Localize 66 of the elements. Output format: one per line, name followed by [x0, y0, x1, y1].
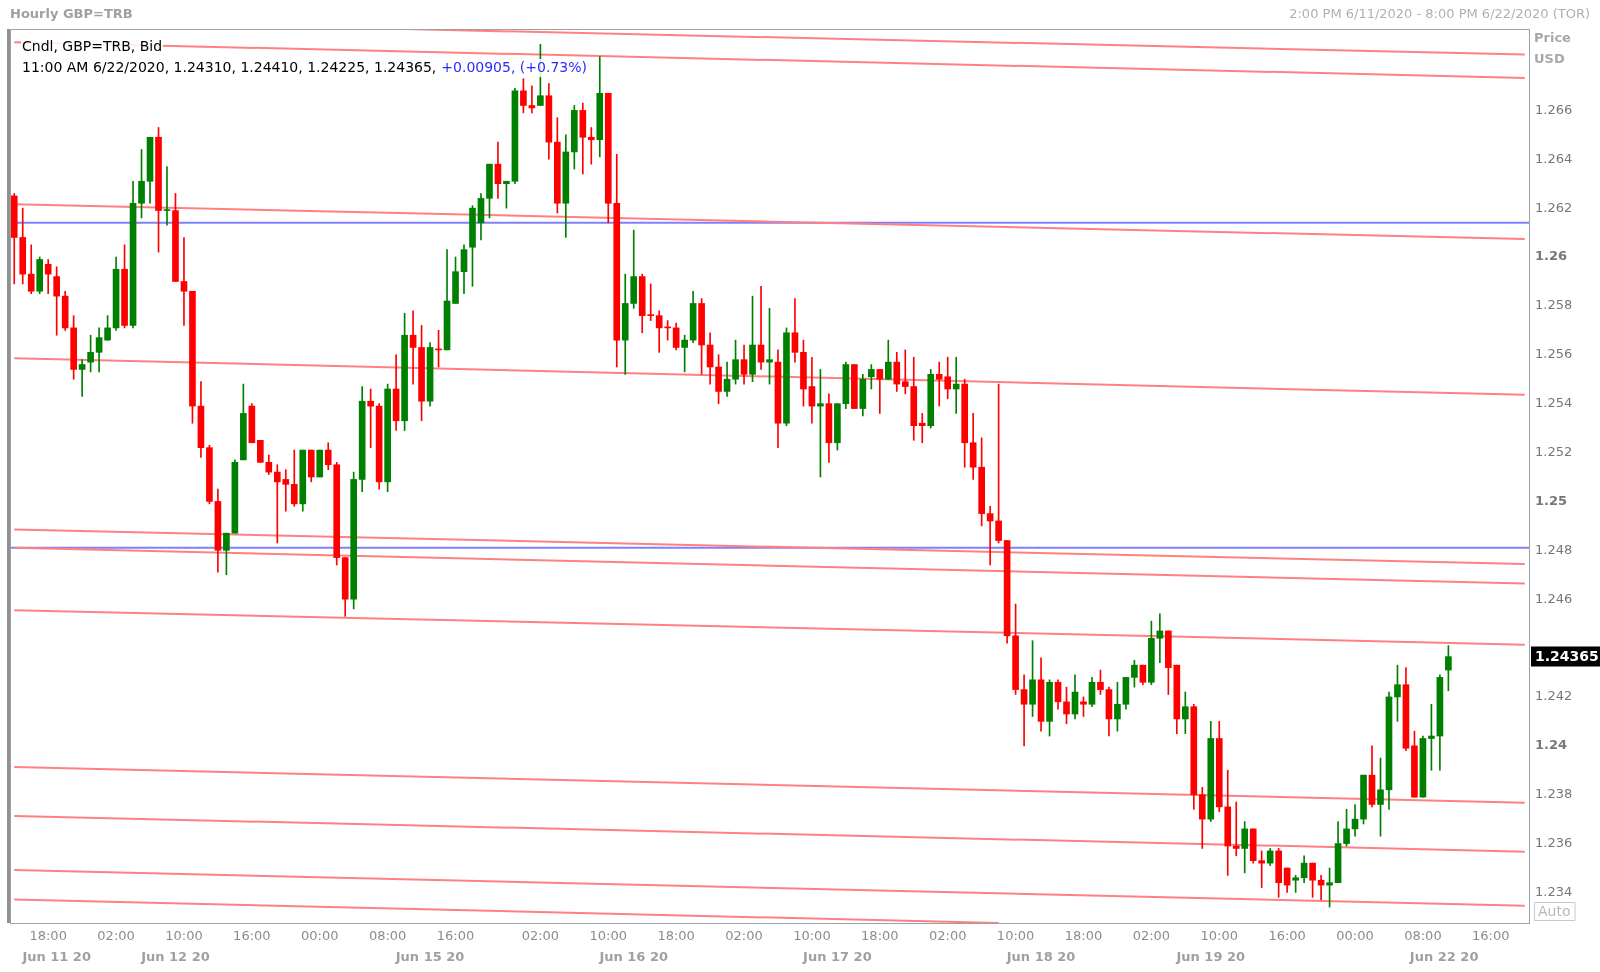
y-tick-label: 1.264 — [1535, 150, 1573, 166]
text: Auto — [1538, 902, 1571, 919]
y-tick-label: 1.25 — [1535, 492, 1568, 508]
annotation: +0.00905, (+0.73%) — [441, 58, 587, 75]
chart-subtitle: 2:00 PM 6/11/2020 - 8:00 PM 6/22/2020 (TOR) — [1289, 6, 1590, 22]
x-tick-label: 18:00 — [1064, 928, 1103, 944]
text: Jun 15 20 — [394, 949, 465, 965]
text: Jun 18 20 — [1005, 949, 1076, 965]
y-tick-label: 1.26 — [1535, 248, 1568, 264]
text: Jun 19 20 — [1175, 949, 1246, 965]
x-tick-label: 10:00 — [996, 928, 1035, 944]
candlestick — [587, 127, 595, 165]
text: 1.24365 — [1535, 648, 1599, 665]
candlestick — [1232, 801, 1240, 857]
y-tick-label: 1.256 — [1535, 346, 1573, 362]
x-tick-label: 02:00 — [928, 928, 967, 944]
x-tick-label: 10:00 — [1200, 928, 1238, 944]
chart-title: Hourly GBP=TRB — [10, 6, 133, 22]
candlestick — [1156, 613, 1164, 664]
x-tick-label: 02:00 — [725, 928, 763, 944]
annotation: 11:00 AM 6/22/2020, 1.24310, 1.24410, 1.24225, 1.24365, — [22, 58, 437, 75]
x-tick-label: 18:00 — [29, 928, 67, 944]
x-tick-label: 00:00 — [1336, 928, 1374, 944]
x-tick-label: 02:00 — [97, 928, 135, 944]
x-tick-label: 16:00 — [233, 928, 271, 944]
x-tick-label: 18:00 — [657, 928, 695, 944]
x-tick-label: 02:00 — [1132, 928, 1171, 944]
candlestick — [918, 413, 926, 444]
text: Jun 17 20 — [802, 949, 872, 965]
y-tick-label: 1.258 — [1535, 297, 1573, 313]
candlestick — [78, 359, 86, 397]
x-tick-label: 16:00 — [1268, 928, 1306, 944]
text: Jun 16 20 — [598, 949, 669, 965]
y-tick-label: 1.248 — [1535, 541, 1573, 557]
x-tick-label: 16:00 — [1472, 928, 1510, 944]
x-tick-label: 02:00 — [521, 928, 560, 944]
x-tick-label: 08:00 — [368, 928, 407, 944]
text: Jun 11 20 — [21, 949, 91, 965]
y-tick-label: 1.246 — [1535, 590, 1573, 606]
y-tick-label: 1.254 — [1535, 395, 1573, 411]
x-tick-label: 10:00 — [589, 928, 627, 944]
x-tick-label: 16:00 — [436, 928, 475, 944]
x-tick-label: 08:00 — [1404, 928, 1442, 944]
y-tick-label: 1.242 — [1535, 688, 1573, 704]
y-tick-label: 1.238 — [1535, 786, 1573, 802]
x-tick-label: 10:00 — [793, 928, 831, 944]
y-tick-label: 1.252 — [1535, 443, 1573, 459]
y-axis-title: Price USD — [1534, 30, 1572, 67]
candlestick — [180, 237, 188, 326]
candlestick — [163, 166, 171, 226]
x-tick-label: 10:00 — [165, 928, 203, 944]
text: Jun 12 20 — [140, 949, 210, 965]
y-tick-label: 1.262 — [1535, 199, 1573, 215]
candlestick — [986, 505, 994, 566]
candlestick — [952, 356, 960, 414]
text: Jun 22 20 — [1408, 949, 1479, 965]
annotation: Cndl, GBP=TRB, Bid — [22, 37, 163, 54]
candlestick — [1020, 674, 1028, 747]
y-tick-label: 1.24 — [1535, 737, 1568, 753]
candlestick — [876, 369, 884, 414]
x-tick-label: 00:00 — [301, 928, 339, 944]
candlestick — [409, 310, 417, 385]
y-tick-label: 1.266 — [1535, 101, 1573, 117]
y-tick-label: 1.234 — [1535, 883, 1573, 899]
y-tick-label: 1.236 — [1535, 834, 1573, 850]
x-tick-label: 18:00 — [861, 928, 899, 944]
